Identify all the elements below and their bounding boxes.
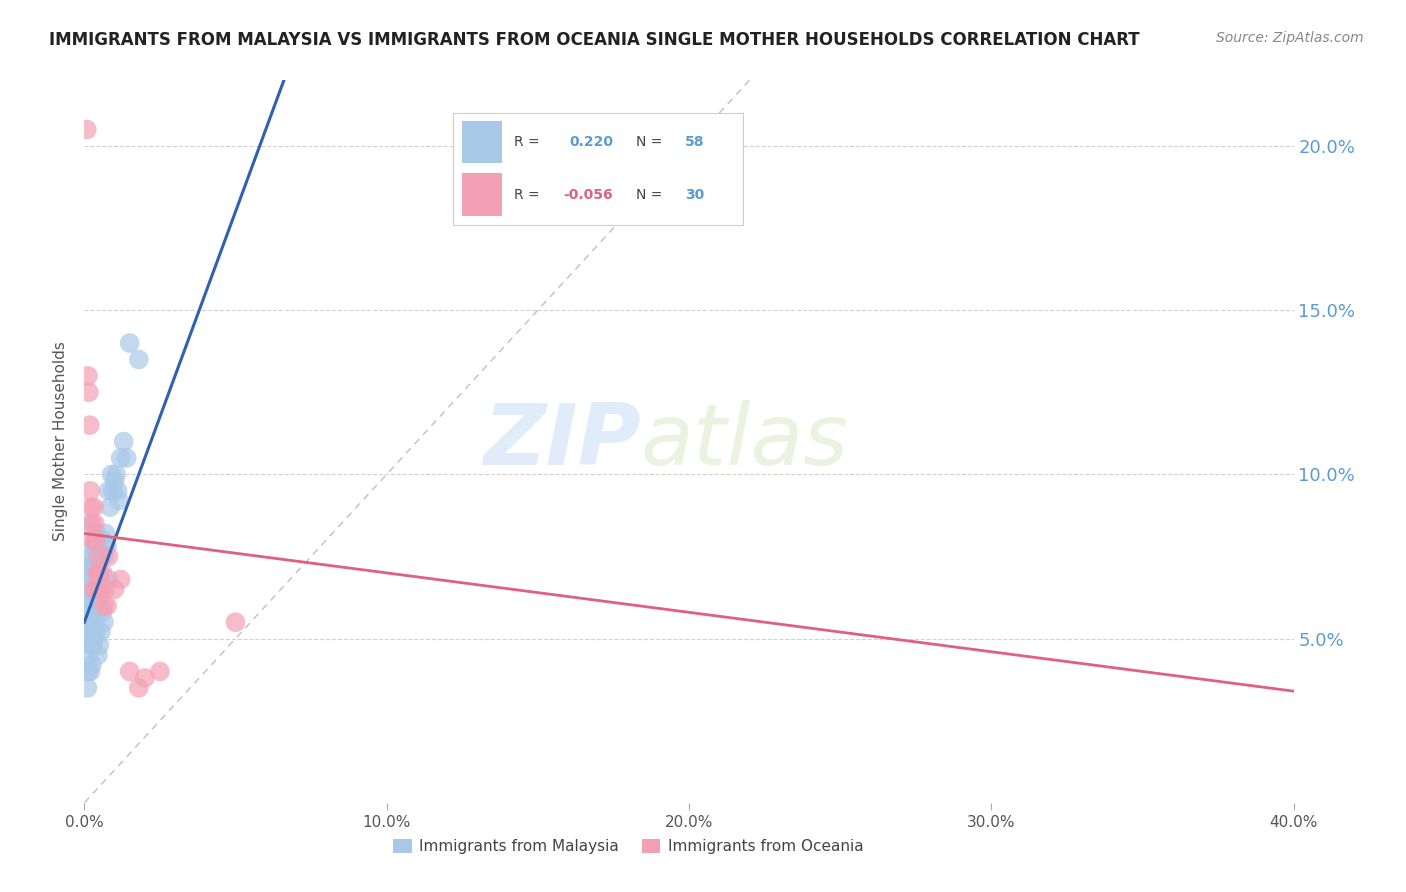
- Point: [112, 434, 135, 449]
- Point: [76, 681, 98, 695]
- Point: [118, 665, 141, 679]
- Point: [76, 592, 98, 607]
- Point: [80, 657, 103, 672]
- Point: [82, 533, 104, 547]
- Point: [87, 566, 110, 580]
- Point: [80, 638, 103, 652]
- Point: [104, 582, 127, 597]
- Legend: Immigrants from Malaysia, Immigrants from Oceania: Immigrants from Malaysia, Immigrants fro…: [387, 833, 870, 860]
- Point: [84, 625, 107, 640]
- Point: [84, 540, 107, 554]
- Point: [97, 483, 120, 498]
- Point: [128, 352, 150, 367]
- Point: [80, 500, 103, 515]
- Point: [101, 483, 124, 498]
- Point: [93, 615, 115, 630]
- Point: [87, 648, 110, 662]
- Point: [79, 573, 101, 587]
- Point: [77, 582, 100, 597]
- Point: [84, 533, 107, 547]
- Point: [108, 493, 131, 508]
- Point: [100, 467, 122, 482]
- Point: [110, 573, 132, 587]
- Point: [79, 483, 101, 498]
- Point: [105, 467, 128, 482]
- Point: [93, 549, 115, 564]
- Point: [89, 573, 111, 587]
- Point: [107, 483, 129, 498]
- Point: [87, 582, 110, 597]
- Point: [83, 632, 105, 646]
- Point: [91, 566, 114, 580]
- Point: [86, 605, 108, 619]
- Point: [80, 549, 103, 564]
- Point: [90, 549, 112, 564]
- Point: [90, 625, 112, 640]
- Point: [82, 540, 104, 554]
- Point: [97, 573, 120, 587]
- Point: [77, 559, 100, 574]
- Point: [97, 549, 120, 564]
- Text: atlas: atlas: [641, 400, 849, 483]
- Point: [110, 450, 132, 465]
- Text: ZIP: ZIP: [482, 400, 641, 483]
- Point: [86, 592, 108, 607]
- Point: [79, 516, 101, 531]
- Point: [86, 526, 108, 541]
- Point: [91, 605, 114, 619]
- Point: [115, 450, 138, 465]
- Point: [79, 615, 101, 630]
- Point: [79, 418, 101, 433]
- Point: [77, 665, 100, 679]
- Point: [128, 681, 150, 695]
- Point: [84, 615, 107, 630]
- Point: [77, 385, 100, 400]
- Point: [86, 582, 108, 597]
- Point: [83, 500, 105, 515]
- Point: [82, 638, 104, 652]
- Point: [77, 648, 100, 662]
- Text: IMMIGRANTS FROM MALAYSIA VS IMMIGRANTS FROM OCEANIA SINGLE MOTHER HOUSEHOLDS COR: IMMIGRANTS FROM MALAYSIA VS IMMIGRANTS F…: [49, 31, 1140, 49]
- Point: [96, 599, 118, 613]
- Point: [94, 582, 117, 597]
- Point: [82, 559, 104, 574]
- Point: [98, 500, 121, 515]
- Point: [104, 474, 127, 488]
- Point: [86, 566, 108, 580]
- Point: [118, 336, 141, 351]
- Text: Source: ZipAtlas.com: Source: ZipAtlas.com: [1216, 31, 1364, 45]
- Point: [77, 368, 100, 383]
- Point: [79, 615, 101, 630]
- Point: [89, 566, 111, 580]
- Point: [75, 599, 97, 613]
- Point: [82, 582, 104, 597]
- Point: [82, 625, 104, 640]
- Point: [76, 632, 98, 646]
- Point: [76, 122, 98, 136]
- Point: [80, 566, 103, 580]
- Point: [80, 605, 103, 619]
- Point: [91, 533, 114, 547]
- Point: [79, 665, 101, 679]
- Point: [96, 540, 118, 554]
- Point: [134, 671, 156, 685]
- Point: [87, 549, 110, 564]
- Point: [225, 615, 247, 630]
- Point: [84, 516, 107, 531]
- Point: [80, 516, 103, 531]
- Point: [149, 665, 172, 679]
- Point: [90, 582, 112, 597]
- Point: [84, 533, 107, 547]
- Point: [89, 638, 111, 652]
- Point: [93, 599, 115, 613]
- Point: [87, 592, 110, 607]
- Point: [94, 526, 117, 541]
- Point: [83, 549, 105, 564]
- Y-axis label: Single Mother Households: Single Mother Households: [53, 342, 69, 541]
